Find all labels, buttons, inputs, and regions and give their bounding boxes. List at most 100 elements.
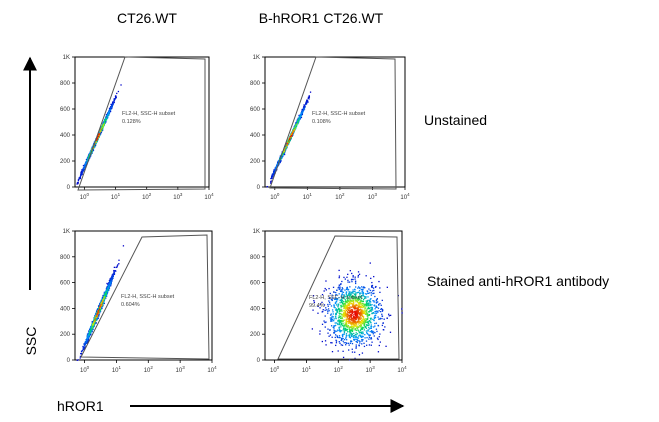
event-point bbox=[80, 173, 82, 175]
row-label-unstained: Unstained bbox=[424, 112, 487, 128]
event-point bbox=[98, 308, 100, 311]
event-point bbox=[347, 309, 350, 312]
event-point bbox=[83, 167, 85, 169]
event-point bbox=[104, 295, 106, 297]
event-point bbox=[366, 344, 368, 346]
event-point bbox=[81, 170, 83, 172]
event-point bbox=[363, 295, 365, 298]
event-point bbox=[359, 293, 361, 295]
event-point bbox=[380, 308, 383, 310]
event-point bbox=[301, 108, 304, 111]
event-point bbox=[340, 344, 342, 346]
event-point bbox=[350, 310, 352, 313]
event-point bbox=[103, 299, 106, 301]
event-point bbox=[348, 317, 350, 319]
y-tick-label: 200 bbox=[250, 332, 261, 338]
event-point bbox=[330, 320, 332, 322]
event-point bbox=[290, 134, 293, 136]
event-point bbox=[370, 327, 372, 329]
event-point bbox=[83, 343, 86, 345]
event-point bbox=[110, 278, 112, 280]
event-point bbox=[356, 325, 359, 327]
event-point bbox=[88, 153, 90, 155]
event-point bbox=[362, 293, 364, 295]
event-point bbox=[106, 282, 108, 285]
event-point bbox=[92, 323, 94, 325]
event-point bbox=[374, 325, 376, 327]
gate-polygon bbox=[77, 56, 206, 191]
event-point bbox=[96, 315, 98, 317]
event-point bbox=[364, 321, 367, 323]
event-point bbox=[352, 278, 354, 281]
event-point bbox=[350, 332, 352, 335]
x-tick-label: 104 bbox=[207, 365, 217, 374]
event-point bbox=[80, 174, 82, 176]
event-point bbox=[94, 316, 97, 318]
event-point bbox=[332, 286, 335, 289]
event-point bbox=[305, 103, 307, 106]
event-point bbox=[111, 280, 113, 282]
event-point bbox=[116, 92, 118, 95]
event-point bbox=[89, 152, 91, 155]
event-point bbox=[347, 342, 350, 344]
event-point bbox=[106, 114, 108, 116]
event-point bbox=[359, 342, 361, 344]
event-point bbox=[319, 307, 321, 309]
event-point bbox=[103, 297, 106, 299]
event-point bbox=[274, 169, 276, 172]
event-point bbox=[341, 290, 343, 293]
event-point bbox=[305, 101, 307, 104]
gate-percent-label: 0.128% bbox=[122, 119, 141, 125]
event-point bbox=[79, 176, 81, 179]
event-point bbox=[340, 326, 342, 328]
event-point bbox=[91, 325, 93, 327]
event-point bbox=[301, 113, 304, 116]
event-point bbox=[354, 310, 356, 312]
event-point bbox=[112, 274, 114, 276]
event-point bbox=[359, 295, 361, 297]
event-point bbox=[80, 352, 82, 355]
event-point bbox=[114, 98, 116, 100]
event-point bbox=[329, 317, 332, 319]
event-point bbox=[340, 283, 342, 286]
event-point bbox=[333, 326, 335, 328]
event-point bbox=[313, 301, 316, 303]
event-point bbox=[291, 131, 294, 134]
event-point bbox=[270, 181, 272, 183]
event-point bbox=[345, 307, 347, 309]
event-point bbox=[86, 160, 88, 162]
event-point bbox=[376, 298, 378, 301]
event-point bbox=[100, 130, 102, 132]
event-point bbox=[112, 275, 114, 278]
event-point bbox=[357, 313, 359, 315]
event-point bbox=[94, 319, 96, 321]
event-point bbox=[110, 107, 112, 109]
event-point bbox=[93, 318, 95, 321]
event-point bbox=[322, 309, 324, 311]
event-point bbox=[111, 278, 113, 281]
event-point bbox=[368, 301, 371, 303]
event-point bbox=[266, 185, 268, 188]
event-point bbox=[290, 137, 292, 139]
event-point bbox=[346, 296, 349, 298]
event-point bbox=[99, 306, 101, 308]
event-point bbox=[110, 282, 112, 284]
event-point bbox=[370, 326, 373, 328]
event-point bbox=[98, 131, 100, 134]
event-point bbox=[307, 97, 309, 99]
event-point bbox=[324, 340, 327, 342]
event-point bbox=[77, 182, 79, 185]
event-point bbox=[335, 297, 337, 299]
event-point bbox=[107, 112, 109, 114]
event-point bbox=[107, 286, 110, 289]
event-point bbox=[374, 331, 376, 334]
event-point bbox=[354, 278, 356, 280]
y-tick-label: 400 bbox=[250, 133, 261, 139]
event-point bbox=[106, 115, 109, 117]
event-point bbox=[81, 172, 84, 174]
event-point bbox=[373, 317, 376, 320]
event-point bbox=[88, 330, 90, 332]
event-point bbox=[355, 292, 357, 294]
